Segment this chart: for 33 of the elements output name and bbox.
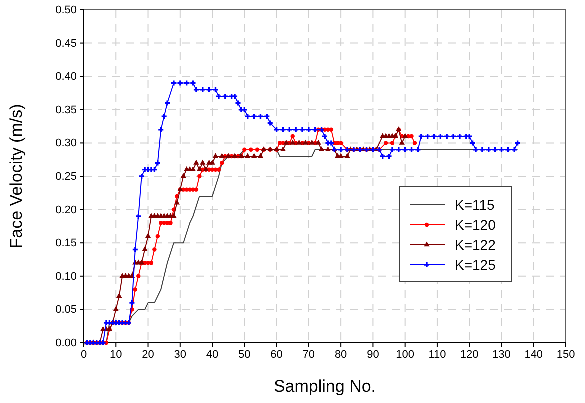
x-tick-label: 10 — [110, 348, 122, 361]
x-axis-title: Sampling No. — [274, 377, 376, 396]
y-tick-label: 0.20 — [56, 204, 77, 216]
x-tick-label: 30 — [174, 348, 187, 361]
y-tick-label: 0.50 — [56, 4, 77, 17]
y-tick-label: 0.10 — [56, 270, 77, 283]
legend-label: K=115 — [455, 197, 496, 213]
y-axis-title: Face Velocity (m/s) — [7, 104, 26, 249]
x-tick-label: 50 — [238, 348, 251, 361]
y-tick-label: 0.00 — [56, 338, 77, 350]
y-tick-label: 0.25 — [56, 171, 77, 184]
x-tick-label: 100 — [396, 348, 415, 361]
x-tick-label: 120 — [460, 348, 479, 361]
x-tick-label: 150 — [556, 348, 576, 361]
legend-label: K=120 — [455, 217, 496, 233]
x-tick-label: 60 — [270, 348, 283, 361]
x-tick-label: 0 — [80, 348, 88, 361]
x-tick-label: 20 — [142, 348, 154, 361]
x-tick-label: 40 — [206, 348, 219, 361]
legend-label: K=122 — [455, 237, 496, 253]
x-tick-label: 90 — [367, 348, 380, 361]
y-tick-label: 0.35 — [56, 104, 77, 116]
y-tick-label: 0.15 — [56, 238, 77, 250]
x-tick-label: 140 — [524, 348, 544, 361]
x-tick-label: 80 — [334, 348, 348, 361]
x-tick-label: 130 — [492, 348, 511, 361]
y-tick-label: 0.40 — [56, 71, 77, 84]
legend-label: K=125 — [455, 257, 496, 273]
y-tick-label: 0.30 — [56, 138, 77, 150]
x-tick-label: 110 — [428, 348, 446, 361]
y-tick-label: 0.05 — [56, 304, 77, 316]
y-tick-label: 0.45 — [56, 38, 77, 50]
x-tick-label: 70 — [302, 348, 316, 361]
